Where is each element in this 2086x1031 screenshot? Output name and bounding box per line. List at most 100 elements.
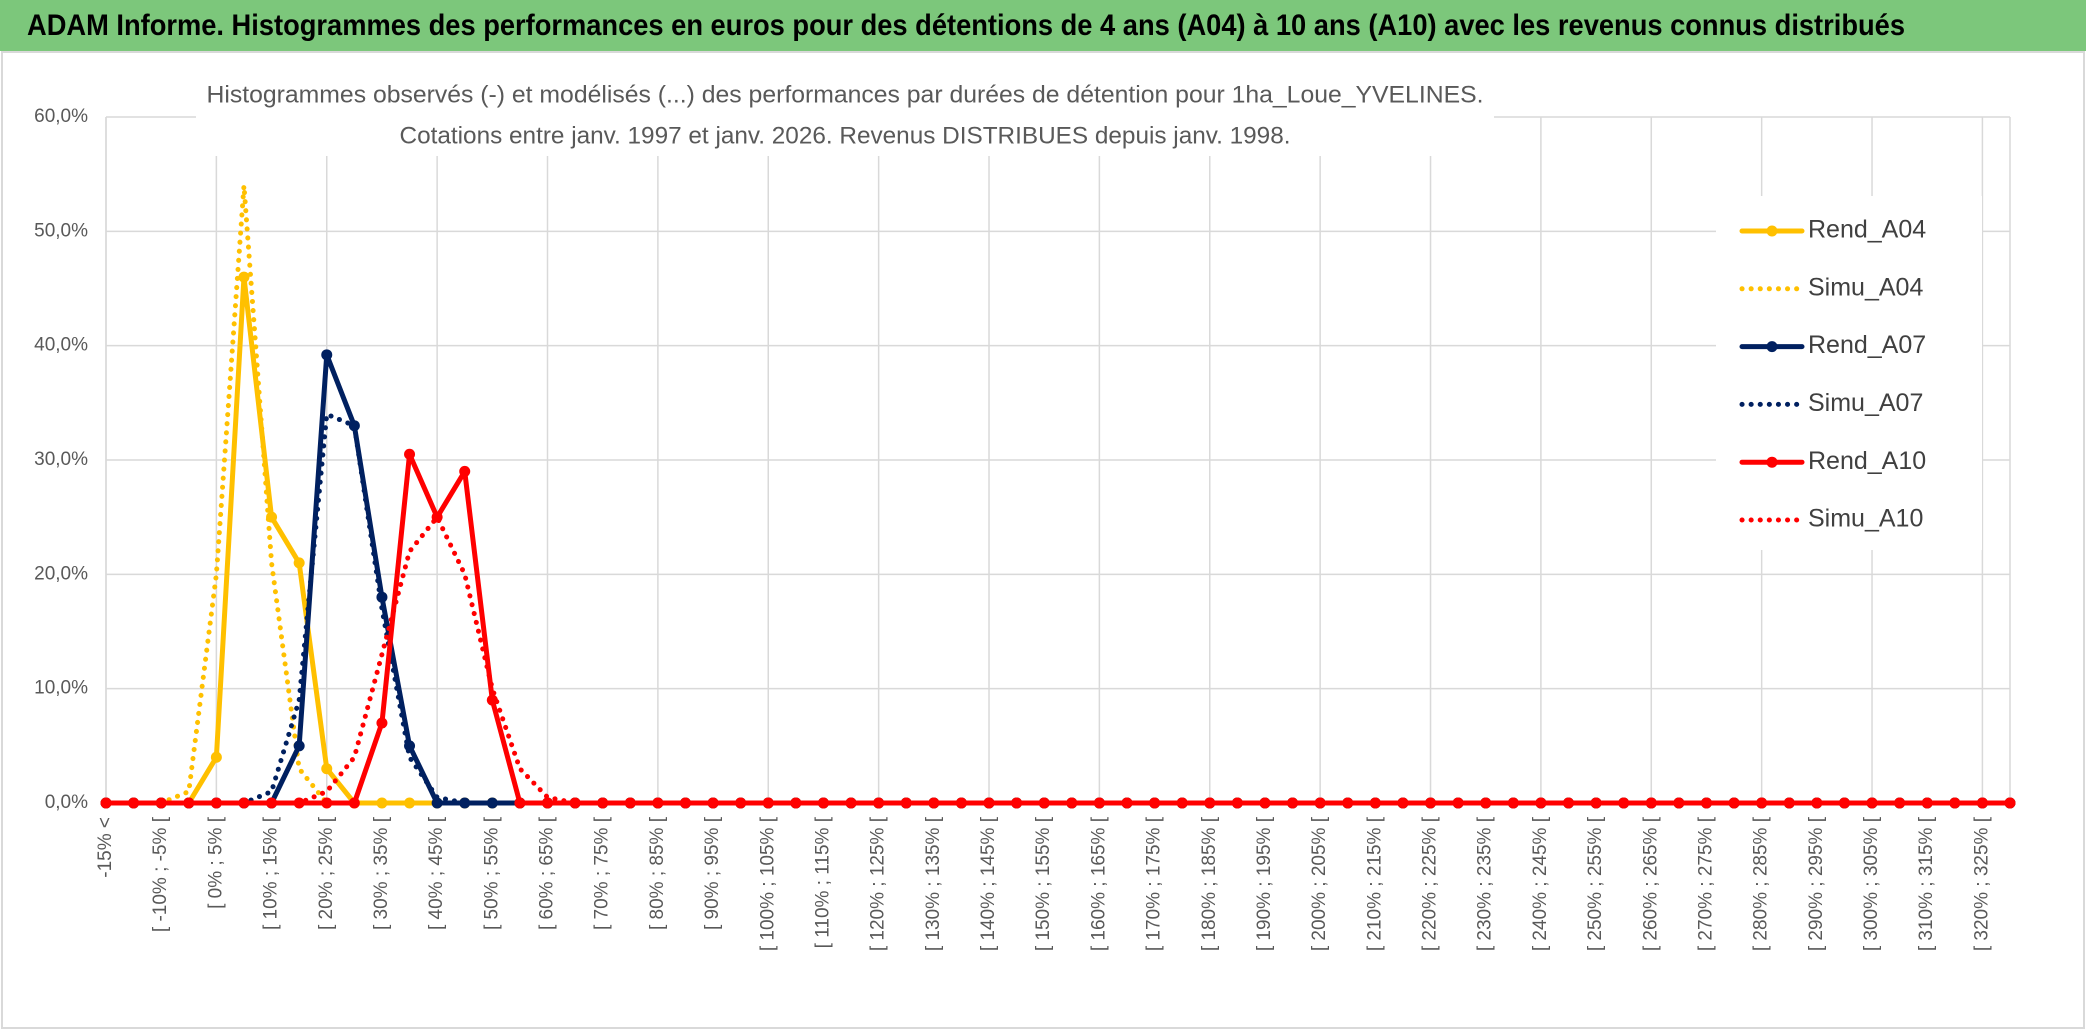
point (431, 797, 443, 809)
subtitle-background (196, 76, 1494, 156)
legend-marker (1766, 225, 1778, 237)
x-tick-label: [ 150% ; 155% [ (1033, 816, 1054, 951)
x-tick-label: [ 60% ; 65% [ (537, 816, 558, 930)
y-tick-label: 0,0% (45, 792, 88, 813)
x-tick-label: [ 70% ; 75% [ (592, 816, 613, 930)
x-tick-label: [ 90% ; 95% [ (702, 816, 723, 930)
x-tick-label: [ 180% ; 185% [ (1199, 816, 1220, 951)
point (1811, 797, 1823, 809)
point (1756, 797, 1768, 809)
point (817, 797, 829, 809)
chart-subtitle: Cotations entre janv. 1997 et janv. 2026… (400, 122, 1291, 149)
legend-label: Simu_A04 (1808, 273, 1923, 301)
point (321, 763, 333, 775)
y-tick-label: 40,0% (34, 335, 88, 356)
chart-subtitle: Histogrammes observés (-) et modélisés (… (207, 81, 1484, 108)
y-tick-label: 10,0% (34, 678, 88, 699)
x-tick-label: [ 130% ; 135% [ (923, 816, 944, 951)
point (1452, 797, 1464, 809)
x-tick-label: [ 20% ; 25% [ (316, 816, 337, 930)
point (597, 797, 609, 809)
point (873, 797, 885, 809)
point (238, 271, 250, 283)
x-tick-label: [ 250% ; 255% [ (1585, 816, 1606, 951)
point (1645, 797, 1657, 809)
x-tick-label: [ 50% ; 55% [ (481, 816, 502, 930)
series-line (103, 514, 2013, 806)
x-tick-label: [ 10% ; 15% [ (261, 816, 282, 930)
y-tick-label: 60,0% (34, 106, 88, 127)
x-tick-label: [ -10% ; -5% [ (150, 816, 171, 932)
x-tick-label: [ 210% ; 215% [ (1364, 816, 1385, 951)
point (1562, 797, 1574, 809)
x-tick-label: [ 80% ; 85% [ (647, 816, 668, 930)
x-tick-label: [ 40% ; 45% [ (426, 816, 447, 930)
banner (0, 0, 2086, 51)
banner-title: ADAM Informe. Histogrammes des performan… (27, 9, 1905, 42)
legend-background (1716, 196, 1982, 550)
x-tick-label: [ 270% ; 275% [ (1695, 816, 1716, 951)
point (1783, 797, 1795, 809)
point (404, 448, 416, 460)
point (735, 797, 747, 809)
point (210, 751, 222, 763)
point (1480, 797, 1492, 809)
point (652, 797, 664, 809)
point (707, 797, 719, 809)
point (845, 797, 857, 809)
point (1700, 797, 1712, 809)
point (1535, 797, 1547, 809)
point (404, 797, 416, 809)
point (1590, 797, 1602, 809)
x-tick-label: [ 260% ; 265% [ (1640, 816, 1661, 951)
point (790, 797, 802, 809)
point (376, 717, 388, 729)
x-tick-label: [ 190% ; 195% [ (1254, 816, 1275, 951)
point (542, 797, 554, 809)
x-tick-label: [ 100% ; 105% [ (757, 816, 778, 951)
x-tick-label: [ 300% ; 305% [ (1861, 816, 1882, 951)
legend-label: Rend_A10 (1808, 447, 1926, 475)
x-tick-label: [ 240% ; 245% [ (1530, 816, 1551, 951)
x-tick-label: [ 110% ; 115% [ (812, 816, 833, 948)
point (376, 797, 388, 809)
x-tick-label: [ 290% ; 295% [ (1806, 816, 1827, 951)
legend-label: Rend_A04 (1808, 216, 1926, 244)
x-tick-label: [ 170% ; 175% [ (1144, 816, 1165, 951)
y-tick-label: 50,0% (34, 220, 88, 241)
legend-label: Simu_A07 (1808, 389, 1923, 417)
point (1728, 797, 1740, 809)
point (955, 797, 967, 809)
point (348, 797, 360, 809)
legend-marker (1766, 341, 1778, 353)
x-tick-label: [ 30% ; 35% [ (371, 816, 392, 930)
point (762, 797, 774, 809)
point (1618, 797, 1630, 809)
x-tick-label: [ 140% ; 145% [ (978, 816, 999, 951)
point (624, 797, 636, 809)
point (1673, 797, 1685, 809)
point (928, 797, 940, 809)
point (293, 740, 305, 752)
x-tick-label: [ 320% ; 325% [ (1971, 816, 1992, 951)
x-tick-label: [ 310% ; 315% [ (1916, 816, 1937, 951)
x-tick-label: [ 280% ; 285% [ (1751, 816, 1772, 951)
x-tick-label: [ 220% ; 225% [ (1420, 816, 1441, 951)
legend-label: Rend_A07 (1808, 331, 1926, 359)
x-tick-label: [ 0% ; 5% [ (205, 816, 226, 909)
x-tick-label: [ 200% ; 205% [ (1309, 816, 1330, 951)
legend-marker (1766, 456, 1778, 468)
point (679, 797, 691, 809)
point (514, 797, 526, 809)
point (900, 797, 912, 809)
point (321, 349, 333, 361)
x-tick-label: [ 230% ; 235% [ (1475, 816, 1496, 951)
legend-label: Simu_A10 (1808, 505, 1923, 533)
point (321, 797, 333, 809)
x-tick-label: [ 120% ; 125% [ (868, 816, 889, 951)
y-tick-label: 30,0% (34, 449, 88, 470)
point (1507, 797, 1519, 809)
x-tick-label: [ 160% ; 165% [ (1088, 816, 1109, 951)
